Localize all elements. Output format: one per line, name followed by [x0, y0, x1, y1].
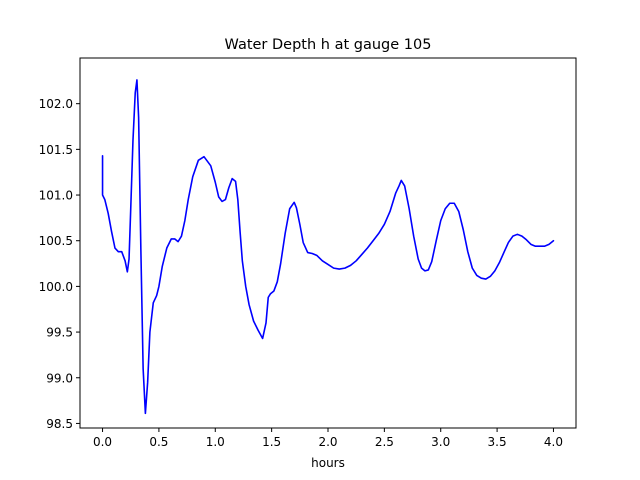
- x-tick-label: 0.0: [93, 435, 112, 449]
- y-tick-label: 99.5: [46, 326, 73, 340]
- y-tick-label: 100.0: [39, 280, 73, 294]
- x-tick-label: 3.5: [488, 435, 507, 449]
- y-tick-label: 99.0: [46, 371, 73, 385]
- y-tick-label: 98.5: [46, 417, 73, 431]
- y-tick-label: 101.5: [39, 143, 73, 157]
- x-axis-label: hours: [311, 456, 345, 470]
- x-tick-label: 0.5: [149, 435, 168, 449]
- y-tick-label: 100.5: [39, 234, 73, 248]
- x-tick-label: 1.5: [262, 435, 281, 449]
- chart-title: Water Depth h at gauge 105: [225, 37, 432, 53]
- x-tick-label: 2.0: [318, 435, 337, 449]
- x-tick-label: 4.0: [544, 435, 563, 449]
- x-tick-label: 3.0: [431, 435, 450, 449]
- y-tick-label: 102.0: [39, 97, 73, 111]
- y-tick-label: 101.0: [39, 189, 73, 203]
- x-tick-label: 2.5: [375, 435, 394, 449]
- x-tick-label: 1.0: [206, 435, 225, 449]
